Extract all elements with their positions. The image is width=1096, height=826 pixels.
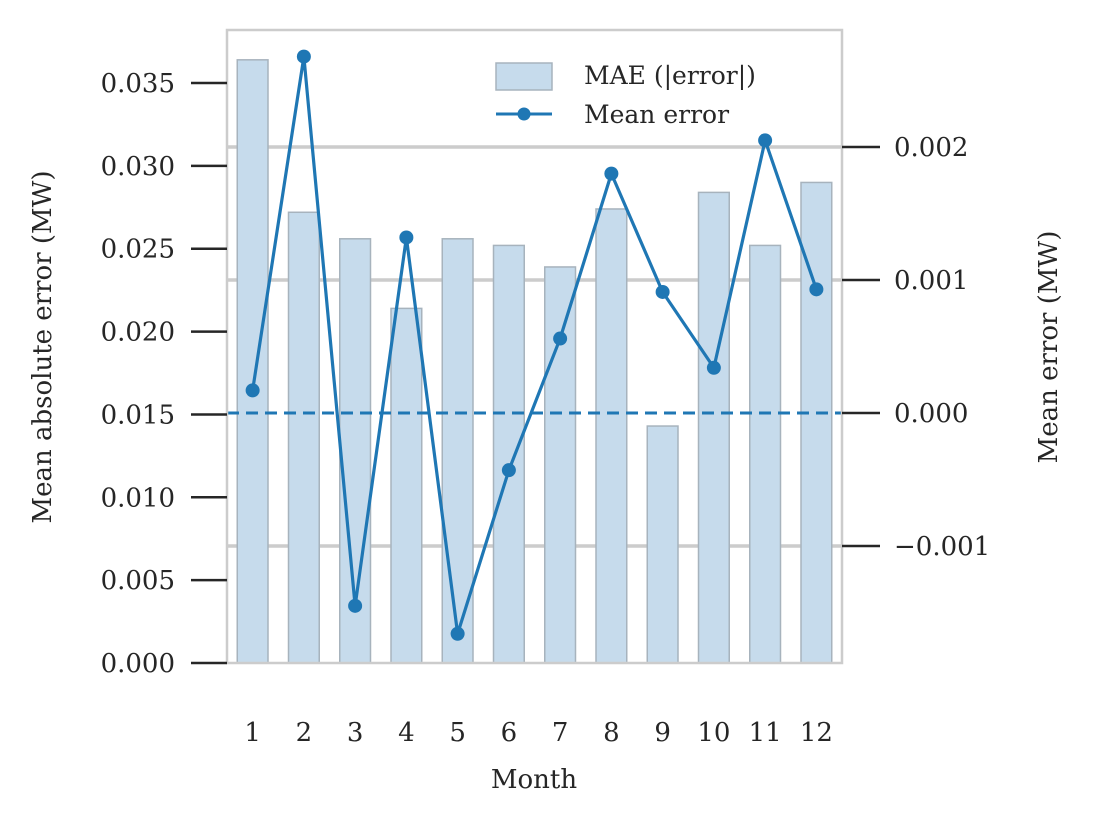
bar-4 (390, 307, 423, 664)
x-tick-label-4: 4 (398, 718, 415, 748)
left-y-tick-label-5: 0.025 (101, 235, 175, 265)
right-y-tick-label-1: 0.000 (894, 399, 968, 429)
bar-1 (236, 59, 269, 664)
mean-error-point-3 (348, 598, 363, 613)
right-y-axis: −0.001 0.000 0.001 0.002 (842, 133, 990, 562)
mae-bars (236, 59, 833, 664)
x-tick-label-5: 5 (449, 718, 466, 748)
left-y-tick-label-2: 0.010 (101, 483, 175, 513)
left-y-tick-label-7: 0.035 (101, 69, 175, 99)
x-tick-label-11: 11 (749, 718, 782, 748)
mean-error-point-10 (706, 360, 721, 375)
bar-2 (287, 211, 320, 664)
mean-error-point-2 (296, 49, 311, 64)
x-tick-label-3: 3 (347, 718, 364, 748)
mean-error-point-7 (553, 331, 568, 346)
left-y-axis-label: Mean absolute error (MW) (28, 170, 58, 523)
legend-swatch-mae (495, 62, 553, 91)
right-y-tick-label-2: 0.001 (894, 266, 968, 296)
x-axis-label: Month (491, 765, 577, 795)
legend-label-mean-error: Mean error (584, 100, 729, 129)
x-tick-label-6: 6 (501, 718, 518, 748)
bar-11 (749, 244, 782, 664)
left-y-tick-label-4: 0.020 (101, 318, 175, 348)
x-tick-label-1: 1 (244, 718, 261, 748)
legend-swatch-mean-error-marker (517, 107, 531, 121)
mean-error-point-8 (604, 166, 619, 181)
right-y-tick-label-0: −0.001 (894, 532, 990, 562)
mean-error-point-11 (758, 133, 773, 148)
bar-6 (492, 244, 525, 664)
bar-8 (595, 208, 628, 664)
bar-9 (646, 425, 679, 664)
bar-10 (697, 191, 730, 664)
legend: MAE (|error|) Mean error (495, 61, 756, 129)
legend-label-mae: MAE (|error|) (584, 61, 756, 91)
mean-error-point-6 (501, 463, 516, 478)
mean-error-point-1 (245, 383, 260, 398)
x-tick-label-8: 8 (603, 718, 620, 748)
right-axis-gridlines (227, 145, 842, 548)
plot-frame (225, 28, 844, 665)
x-tick-label-7: 7 (552, 718, 569, 748)
x-axis: 1 2 3 4 5 6 7 8 9 10 11 12 (244, 718, 833, 748)
left-y-tick-label-6: 0.030 (101, 152, 175, 182)
mean-error-line (245, 49, 824, 641)
mean-error-point-12 (809, 282, 824, 297)
left-y-tick-label-3: 0.015 (101, 400, 175, 430)
right-y-axis-label: Mean error (MW) (1034, 231, 1064, 464)
x-tick-label-2: 2 (296, 718, 313, 748)
left-y-tick-label-1: 0.005 (101, 566, 175, 596)
mean-error-polyline (251, 54, 818, 636)
mean-error-point-4 (399, 230, 414, 245)
bar-5 (441, 238, 474, 664)
x-tick-label-12: 12 (800, 718, 833, 748)
left-y-axis: 0.000 0.005 0.010 0.015 0.020 0.025 0.030 0.035 (101, 69, 227, 679)
x-tick-label-9: 9 (654, 718, 671, 748)
mean-error-point-9 (655, 284, 670, 299)
mean-error-point-5 (450, 626, 465, 641)
left-y-tick-label-0: 0.000 (101, 649, 175, 679)
right-y-tick-label-3: 0.002 (894, 133, 968, 163)
bar-7 (544, 266, 577, 664)
x-tick-label-10: 10 (697, 718, 730, 748)
